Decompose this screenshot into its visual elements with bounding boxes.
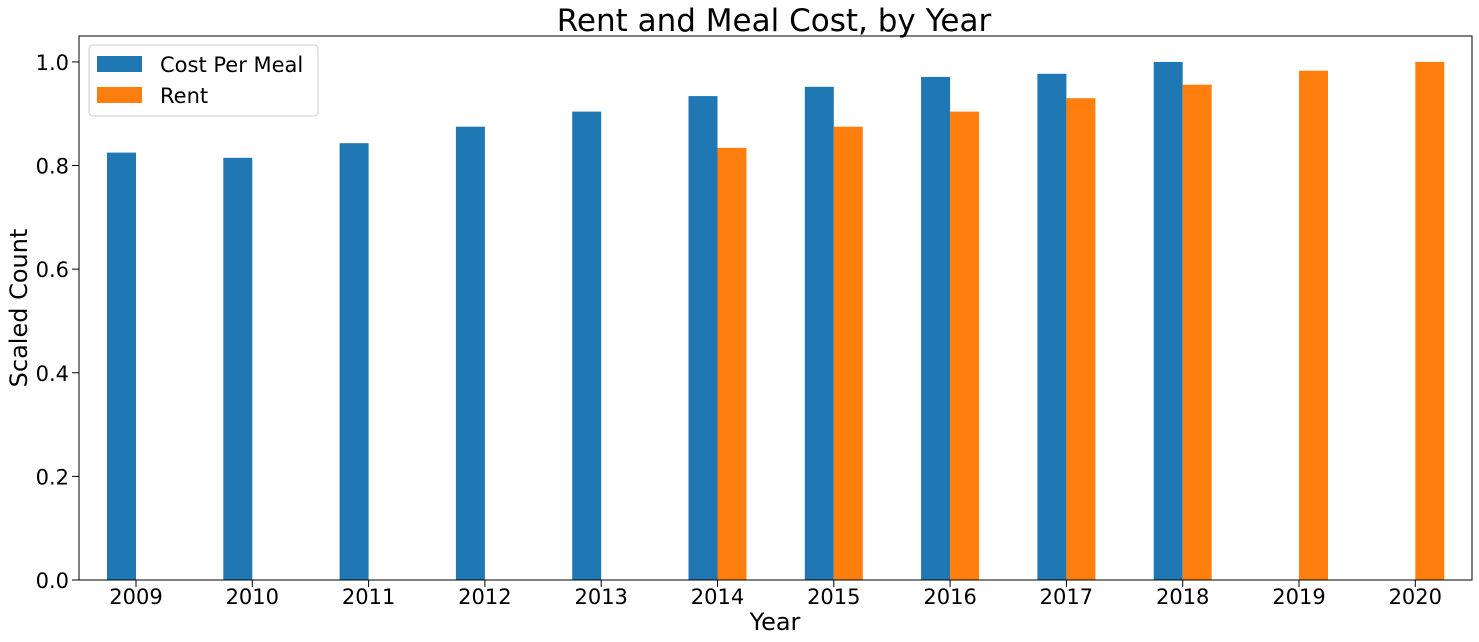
bar-rent-2016 [950,111,980,580]
legend: Cost Per Meal Rent [88,44,319,117]
y-tick-label: 0.2 [36,465,69,489]
legend-label-cost-per-meal: Cost Per Meal [160,53,303,77]
bar-cost-per-meal-2011 [339,143,369,580]
y-axis: 0.0 0.2 0.4 0.6 0.8 1.0 [36,51,79,593]
y-tick-label: 0.4 [36,362,69,386]
y-tick-label: 0.8 [36,155,69,179]
bar-rent-2018 [1182,84,1212,580]
bar-cost-per-meal-2016 [921,76,951,581]
x-tick-label: 2009 [109,585,162,609]
plot-frame [78,35,1473,581]
x-tick-label: 2019 [1272,585,1325,609]
x-tick-label: 2014 [691,585,744,609]
x-tick-label: 2012 [458,585,511,609]
x-axis: 2009 2010 2011 2012 2013 2014 2015 2016 2017 2018… [109,580,1442,609]
y-tick-label: 0.0 [36,569,69,593]
bar-rent-2017 [1066,98,1096,580]
x-tick-label: 2010 [226,585,279,609]
x-tick-label: 2020 [1389,585,1442,609]
bar-cost-per-meal-2012 [455,126,485,580]
x-tick-label: 2013 [574,585,627,609]
y-tick-label: 1.0 [36,51,69,75]
bars-group [107,61,1445,581]
bar-rent-2019 [1299,70,1328,580]
bar-cost-per-meal-2017 [1037,73,1067,581]
bar-cost-per-meal-2010 [223,157,253,581]
legend-swatch-rent [97,87,142,103]
x-tick-label: 2011 [342,585,395,609]
chart-title: Rent and Meal Cost, by Year [557,3,992,39]
x-tick-label: 2018 [1156,585,1209,609]
bar-cost-per-meal-2018 [1153,61,1183,580]
y-tick-label: 0.6 [36,258,69,282]
legend-label-rent: Rent [160,84,208,108]
legend-swatch-cost-per-meal [97,56,142,72]
bar-rent-2015 [833,126,863,580]
bar-cost-per-meal-2013 [572,111,602,580]
bar-rent-2020 [1415,61,1445,580]
bar-rent-2014 [717,147,747,580]
bar-cost-per-meal-2009 [107,152,136,580]
legend-frame [88,44,319,117]
bar-cost-per-meal-2014 [688,96,718,580]
x-tick-label: 2015 [807,585,860,609]
x-axis-label: Year [749,608,801,636]
y-axis-label: Scaled Count [5,229,33,388]
x-tick-label: 2017 [1040,585,1093,609]
bar-cost-per-meal-2015 [804,86,834,581]
x-tick-label: 2016 [923,585,976,609]
